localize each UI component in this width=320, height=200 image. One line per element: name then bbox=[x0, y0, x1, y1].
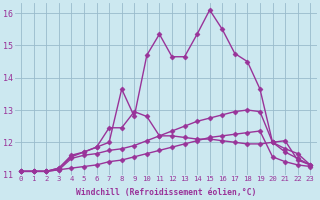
X-axis label: Windchill (Refroidissement éolien,°C): Windchill (Refroidissement éolien,°C) bbox=[76, 188, 256, 197]
